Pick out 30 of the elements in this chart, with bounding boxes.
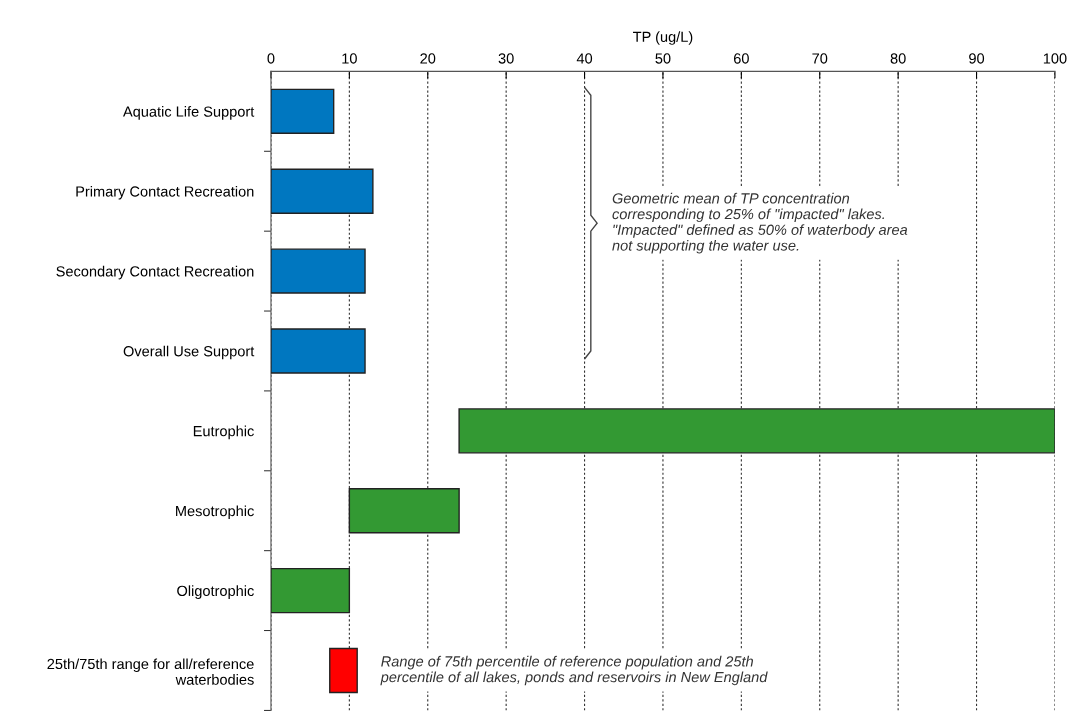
- bar: [329, 647, 358, 694]
- y-tick-label: Overall Use Support: [123, 345, 255, 360]
- y-tick-label: Primary Contact Recreation: [76, 185, 254, 200]
- x-tick-label: 20: [420, 53, 436, 64]
- y-tick-label: 25th/75th range for all/reference waterbodies: [47, 658, 254, 685]
- bar: [458, 408, 1055, 454]
- x-axis-title: TP (ug/L): [633, 31, 693, 45]
- y-tick-label: Eutrophic: [193, 425, 254, 440]
- x-tick-label: 60: [733, 53, 749, 64]
- bar: [270, 567, 351, 614]
- y-tick-label: Aquatic Life Support: [123, 106, 255, 120]
- y-tick-label: Secondary Contact Recreation: [56, 265, 254, 280]
- bar: [348, 488, 460, 534]
- bar: [270, 168, 374, 214]
- x-tick-label: 0: [267, 53, 275, 64]
- x-tick-label: 80: [890, 53, 906, 64]
- bar: [270, 328, 366, 374]
- y-tick-label: Mesotrophic: [176, 505, 254, 520]
- x-tick-label: 40: [576, 53, 593, 64]
- annotation: Range of 75th percentile of reference population and 25th percentile of all lakes, ponds and reservoirs in New England: [380, 655, 768, 686]
- x-tick-label: 30: [498, 53, 514, 64]
- x-tick-label: 10: [342, 53, 357, 64]
- x-tick-label: 100: [1043, 53, 1067, 64]
- x-tick-label: 70: [812, 53, 828, 64]
- annotation: Geometric mean of TP concentration corresponding to 25% of "impacted" lakes. "Impacted" defined as 50% of waterbody area not supporting the water use.: [612, 192, 908, 254]
- bar: [270, 248, 366, 294]
- x-tick-label: 90: [969, 53, 985, 64]
- y-tick-label: Oligotrophic: [177, 585, 254, 599]
- x-tick-label: 50: [655, 53, 671, 64]
- bar: [270, 88, 335, 135]
